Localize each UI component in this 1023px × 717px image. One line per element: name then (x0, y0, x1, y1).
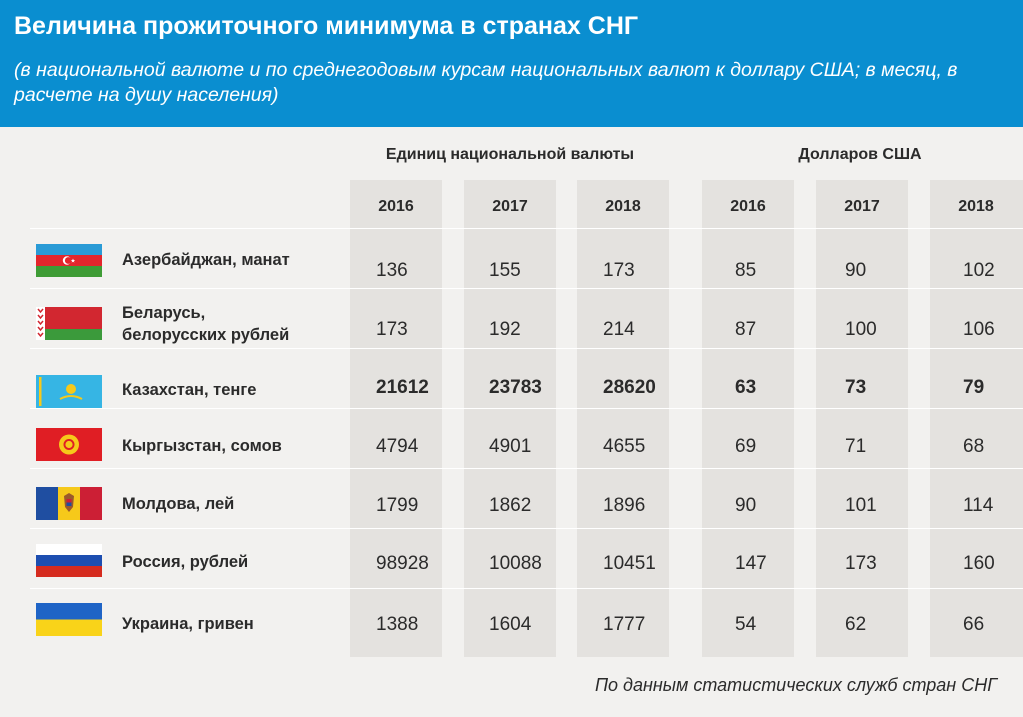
table-cell: 10451 (603, 553, 656, 574)
country-name: Украина, гривен (122, 615, 254, 633)
table-cell: 90 (845, 260, 867, 281)
table-cell: 106 (963, 319, 995, 340)
kazakhstan-flag-icon (36, 375, 102, 408)
table-cell: 136 (376, 260, 408, 281)
table-cell: 192 (489, 319, 521, 340)
table-cell: 69 (735, 436, 757, 457)
table-cell: 4901 (489, 436, 532, 457)
column-band (464, 180, 556, 657)
year-header: 2018 (958, 198, 994, 215)
column-group-header: Долларов США (798, 146, 922, 163)
table-cell: 87 (735, 319, 757, 340)
row-divider (30, 468, 1023, 469)
year-header: 2017 (492, 198, 528, 215)
table-cell: 1777 (603, 614, 646, 635)
table-cell: 63 (735, 377, 757, 398)
row-divider (30, 588, 1023, 589)
column-band (930, 180, 1023, 657)
belarus-flag-icon (36, 307, 102, 340)
table-cell: 1388 (376, 614, 419, 635)
table-cell: 100 (845, 319, 877, 340)
table-cell: 1799 (376, 495, 419, 516)
source-note: По данным статистических служб стран СНГ (594, 675, 997, 695)
table-cell: 73 (845, 377, 867, 398)
country-name: Казахстан, тенге (122, 381, 257, 399)
table-cell: 85 (735, 260, 757, 281)
column-band (702, 180, 794, 657)
page-subtitle: (в национальной валюте и по среднегодовы… (14, 59, 958, 106)
row-divider (30, 528, 1023, 529)
country-name: Россия, рублей (122, 553, 249, 571)
table-cell: 173 (376, 319, 408, 340)
table-cell: 71 (845, 436, 867, 457)
year-header: 2016 (730, 198, 766, 215)
table-cell: 79 (963, 377, 985, 398)
kyrgyzstan-flag-icon (36, 428, 102, 461)
table-cell: 62 (845, 614, 867, 635)
table-cell: 98928 (376, 553, 429, 574)
table-cell: 1896 (603, 495, 646, 516)
table-cell: 28620 (603, 377, 656, 398)
table-cell: 173 (603, 260, 635, 281)
page-title: Величина прожиточного минимума в странах… (14, 12, 639, 40)
column-band (577, 180, 669, 657)
table-cell: 147 (735, 553, 767, 574)
table-cell: 101 (845, 495, 877, 516)
header-banner: Величина прожиточного минимума в странах… (0, 0, 1023, 127)
country-name: Азербайджан, манат (122, 251, 290, 269)
country-name: Беларусь, белорусских рублей (122, 304, 290, 344)
table-cell: 214 (603, 319, 635, 340)
table-cell: 10088 (489, 553, 542, 574)
table-cell: 173 (845, 553, 877, 574)
table-cell: 54 (735, 614, 757, 635)
table-cell: 68 (963, 436, 985, 457)
year-header: 2016 (378, 198, 414, 215)
year-header: 2018 (605, 198, 641, 215)
table-cell: 114 (963, 495, 994, 516)
table-cell: 1862 (489, 495, 532, 516)
table-cell: 102 (963, 260, 995, 281)
table-cell: 66 (963, 614, 985, 635)
country-name: Кыргызстан, сомов (122, 437, 282, 455)
column-band (350, 180, 442, 657)
table-cell: 23783 (489, 377, 542, 398)
table-cell: 1604 (489, 614, 532, 635)
table-cell: 160 (963, 553, 995, 574)
row-divider (30, 408, 1023, 409)
russia-flag-icon (36, 544, 102, 577)
table-cell: 155 (489, 260, 521, 281)
table-cell: 4794 (376, 436, 419, 457)
ukraine-flag-icon (36, 603, 102, 636)
country-name: Молдова, лей (122, 495, 235, 513)
table-cell: 90 (735, 495, 757, 516)
table-cell: 21612 (376, 377, 429, 398)
column-group-header: Единиц национальной валюты (385, 146, 635, 163)
row-divider (30, 288, 1023, 289)
moldova-flag-icon (36, 487, 102, 520)
year-header: 2017 (844, 198, 880, 215)
row-divider (30, 348, 1023, 349)
column-band (816, 180, 908, 657)
azerbaijan-flag-icon (36, 244, 102, 277)
row-divider (30, 228, 1023, 229)
table-cell: 4655 (603, 436, 646, 457)
